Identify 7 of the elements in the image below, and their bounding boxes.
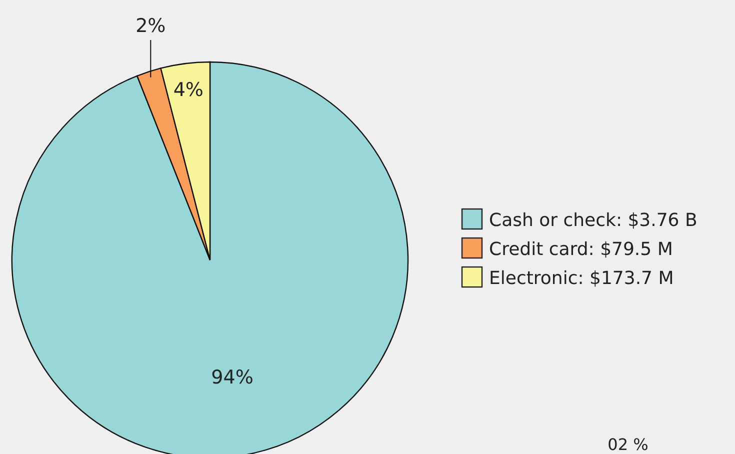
data-label: 94% (211, 366, 254, 389)
data-label: 2% (136, 15, 166, 37)
text: 02 % (608, 435, 648, 454)
legend-label: Credit card: $79.5 M (489, 239, 673, 260)
legend-label: Electronic: $173.7 M (489, 268, 674, 289)
data-label: 4% (173, 79, 204, 102)
legend-label: Cash or check: $3.76 B (489, 210, 698, 231)
